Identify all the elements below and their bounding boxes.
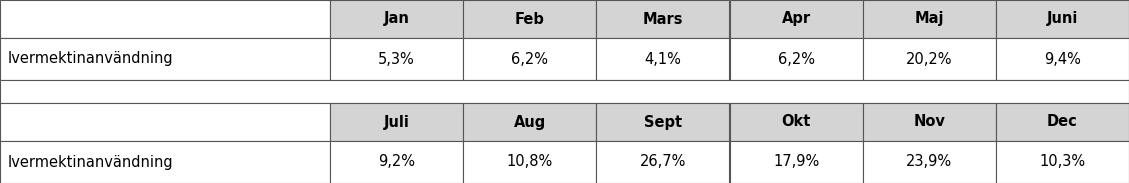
Text: Aug: Aug: [514, 115, 546, 130]
Text: Ivermektinanvändning: Ivermektinanvändning: [8, 51, 174, 66]
Bar: [596, 38, 729, 80]
Text: 10,8%: 10,8%: [507, 154, 553, 169]
Text: Nov: Nov: [913, 115, 945, 130]
Bar: [0, 38, 330, 80]
Bar: [729, 38, 863, 80]
Text: 17,9%: 17,9%: [773, 154, 820, 169]
Bar: [729, 0, 863, 38]
Text: 5,3%: 5,3%: [378, 51, 415, 66]
Bar: [463, 103, 596, 141]
Bar: [0, 0, 330, 38]
Bar: [330, 141, 463, 183]
Text: 26,7%: 26,7%: [640, 154, 686, 169]
Text: Apr: Apr: [781, 12, 811, 27]
Text: Sept: Sept: [644, 115, 682, 130]
Bar: [996, 0, 1129, 38]
Text: Dec: Dec: [1047, 115, 1078, 130]
Text: Maj: Maj: [914, 12, 944, 27]
Bar: [996, 141, 1129, 183]
Bar: [863, 38, 996, 80]
Bar: [463, 141, 596, 183]
Text: 23,9%: 23,9%: [907, 154, 953, 169]
Bar: [596, 103, 729, 141]
Text: Jan: Jan: [384, 12, 410, 27]
Text: 4,1%: 4,1%: [645, 51, 682, 66]
Text: 6,2%: 6,2%: [511, 51, 549, 66]
Bar: [996, 38, 1129, 80]
Bar: [0, 80, 1129, 103]
Bar: [330, 103, 463, 141]
Bar: [330, 0, 463, 38]
Bar: [729, 103, 863, 141]
Text: Okt: Okt: [781, 115, 811, 130]
Bar: [863, 0, 996, 38]
Bar: [330, 38, 463, 80]
Text: 6,2%: 6,2%: [778, 51, 815, 66]
Bar: [463, 38, 596, 80]
Bar: [863, 141, 996, 183]
Bar: [729, 141, 863, 183]
Text: Juni: Juni: [1047, 12, 1078, 27]
Bar: [596, 0, 729, 38]
Bar: [463, 0, 596, 38]
Text: 9,4%: 9,4%: [1044, 51, 1080, 66]
Text: Mars: Mars: [642, 12, 683, 27]
Text: 20,2%: 20,2%: [905, 51, 953, 66]
Bar: [863, 103, 996, 141]
Text: Feb: Feb: [515, 12, 544, 27]
Text: Ivermektinanvändning: Ivermektinanvändning: [8, 154, 174, 169]
Bar: [0, 141, 330, 183]
Bar: [996, 103, 1129, 141]
Bar: [0, 103, 330, 141]
Text: 9,2%: 9,2%: [378, 154, 415, 169]
Text: Juli: Juli: [384, 115, 410, 130]
Bar: [596, 141, 729, 183]
Text: 10,3%: 10,3%: [1040, 154, 1085, 169]
Bar: [0, 80, 1129, 103]
